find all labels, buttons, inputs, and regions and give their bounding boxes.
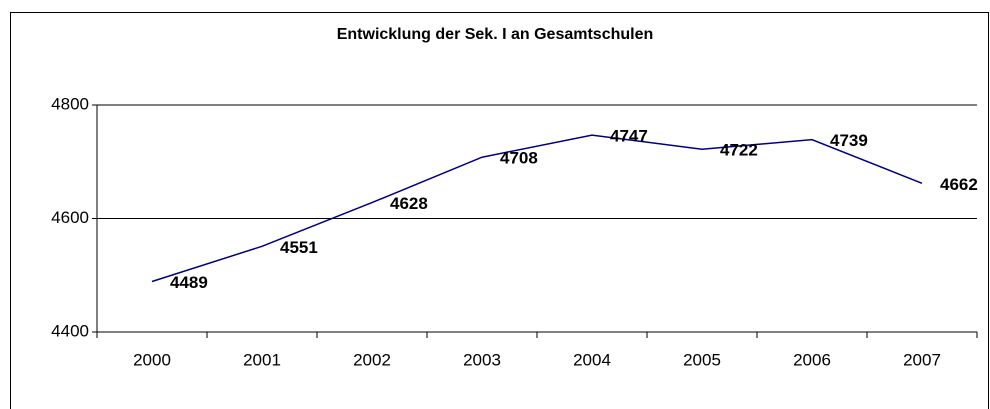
x-tick-label: 2002 (353, 350, 391, 369)
data-label: 4662 (940, 175, 978, 194)
data-label: 4489 (170, 273, 208, 292)
chart-title: Entwicklung der Sek. I an Gesamtschulen (337, 26, 654, 43)
data-label: 4722 (720, 141, 758, 160)
data-label: 4551 (280, 238, 318, 257)
x-tick-label: 2003 (463, 350, 501, 369)
data-label: 4747 (610, 127, 648, 146)
line (151, 134, 923, 283)
y-tick-label: 4400 (51, 321, 89, 340)
x-tick-label: 2001 (243, 350, 281, 369)
chart-border (10, 12, 989, 409)
x-tick-label: 2007 (903, 350, 941, 369)
x-tick-label: 2000 (133, 350, 171, 369)
x-tick-label: 2004 (573, 350, 611, 369)
x-tick-label: 2006 (793, 350, 831, 369)
data-label: 4739 (830, 131, 868, 150)
data-label: 4708 (500, 149, 538, 168)
y-tick-label: 4800 (51, 94, 89, 113)
data-label: 4628 (390, 194, 428, 213)
x-tick-label: 2005 (683, 350, 721, 369)
y-tick-label: 4600 (51, 208, 89, 227)
